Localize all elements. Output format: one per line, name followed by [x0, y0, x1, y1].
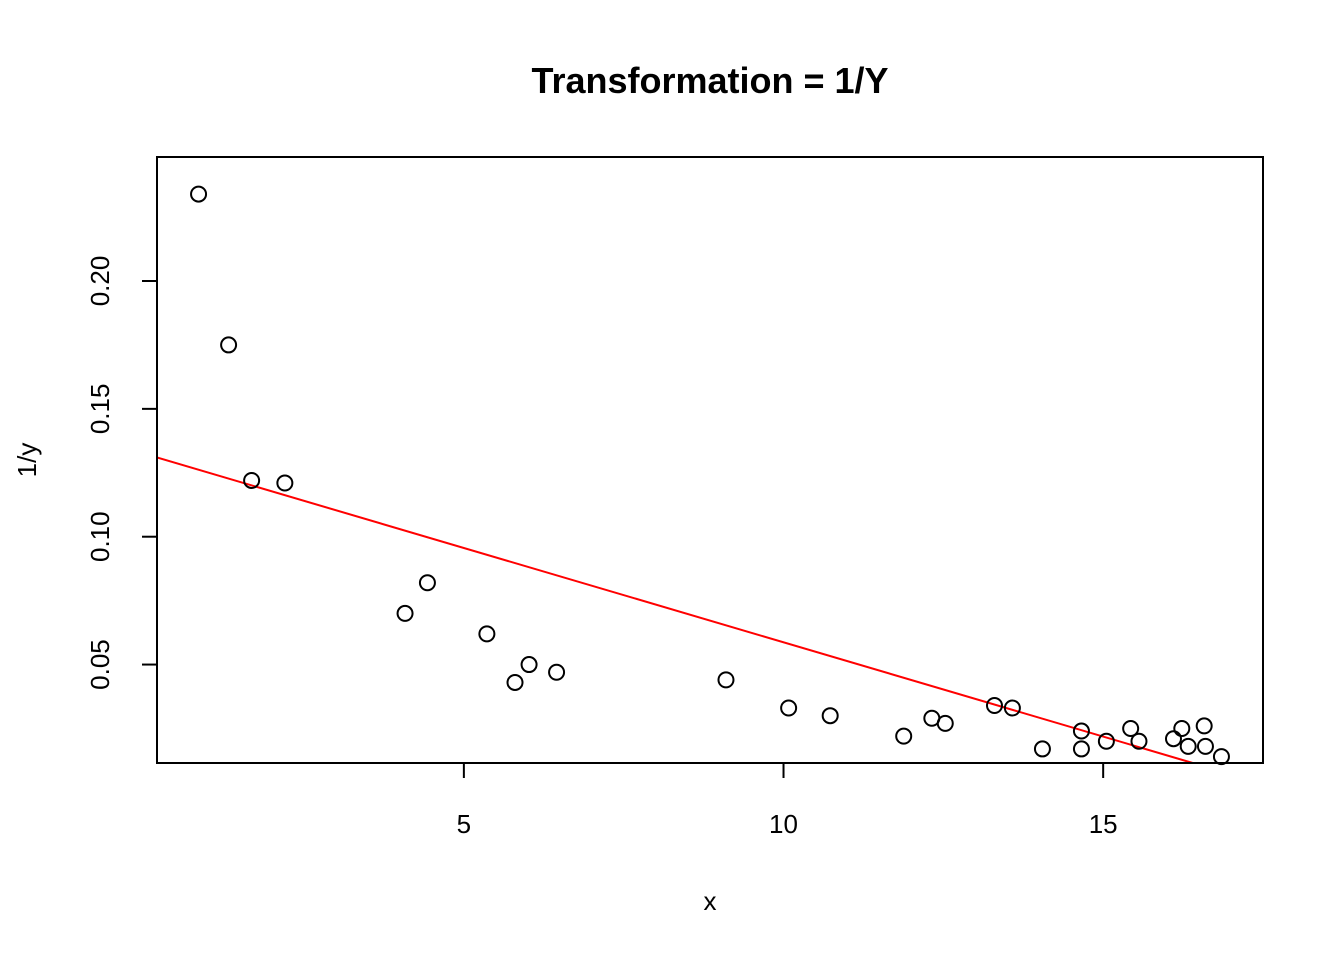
- data-point: [418, 574, 436, 592]
- data-point: [506, 673, 524, 691]
- data-point: [780, 699, 798, 717]
- y-axis-label: 1/y: [12, 443, 42, 478]
- data-point: [936, 714, 954, 732]
- data-point: [520, 656, 538, 674]
- data-point: [1072, 722, 1090, 740]
- data-point: [1195, 717, 1213, 735]
- data-point: [1097, 732, 1115, 750]
- y-tick-label: 0.20: [85, 256, 115, 307]
- data-point: [396, 604, 414, 622]
- y-tick-label: 0.10: [85, 511, 115, 562]
- data-point: [1122, 719, 1140, 737]
- data-point: [1130, 732, 1148, 750]
- data-point: [478, 625, 496, 643]
- data-point: [985, 696, 1003, 714]
- x-tick-label: 5: [457, 809, 471, 839]
- data-point: [895, 727, 913, 745]
- x-axis-label: x: [704, 886, 717, 916]
- chart-title: Transformation = 1/Y: [531, 60, 888, 101]
- data-point: [1212, 748, 1230, 766]
- y-tick-label: 0.15: [85, 384, 115, 435]
- x-tick-label: 15: [1089, 809, 1118, 839]
- x-tick-label: 10: [769, 809, 798, 839]
- data-point: [1196, 737, 1214, 755]
- data-point: [1179, 737, 1197, 755]
- plot-frame: [156, 156, 1264, 764]
- data-point: [717, 671, 735, 689]
- data-point: [190, 185, 208, 203]
- data-point: [243, 471, 261, 489]
- y-tick-label: 0.05: [85, 639, 115, 690]
- data-point: [276, 474, 294, 492]
- data-point: [821, 707, 839, 725]
- data-point: [1072, 740, 1090, 758]
- data-point: [1164, 730, 1182, 748]
- data-point: [1003, 699, 1021, 717]
- data-point: [1173, 719, 1191, 737]
- data-point: [548, 663, 566, 681]
- data-point: [1033, 740, 1051, 758]
- data-point: [220, 336, 238, 354]
- fit-line: [157, 456, 1193, 763]
